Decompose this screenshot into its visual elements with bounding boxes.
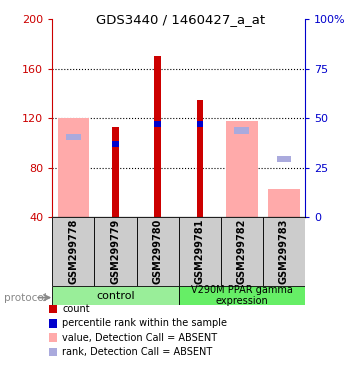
Bar <box>136 217 179 286</box>
Bar <box>112 141 119 147</box>
Text: value, Detection Call = ABSENT: value, Detection Call = ABSENT <box>62 333 217 343</box>
Bar <box>277 156 291 162</box>
Text: GSM299783: GSM299783 <box>279 219 289 284</box>
Bar <box>221 217 263 286</box>
Bar <box>263 217 305 286</box>
Text: GSM299781: GSM299781 <box>195 219 205 284</box>
Text: GDS3440 / 1460427_a_at: GDS3440 / 1460427_a_at <box>96 13 265 26</box>
Text: GSM299780: GSM299780 <box>153 219 163 284</box>
Bar <box>112 127 119 217</box>
Bar <box>179 286 305 305</box>
Text: count: count <box>62 304 90 314</box>
Bar <box>66 134 81 140</box>
Text: control: control <box>96 291 135 301</box>
Bar <box>268 189 300 217</box>
Text: GSM299778: GSM299778 <box>68 219 78 284</box>
Bar <box>58 118 89 217</box>
Bar <box>52 286 179 305</box>
Bar <box>197 121 203 127</box>
Bar <box>95 217 136 286</box>
Bar <box>197 99 203 217</box>
Text: protocol: protocol <box>4 293 46 303</box>
Text: percentile rank within the sample: percentile rank within the sample <box>62 318 227 328</box>
Bar <box>52 217 95 286</box>
Text: GSM299782: GSM299782 <box>237 219 247 284</box>
Bar <box>179 217 221 286</box>
Text: rank, Detection Call = ABSENT: rank, Detection Call = ABSENT <box>62 347 212 357</box>
Bar <box>235 127 249 134</box>
Bar <box>155 121 161 127</box>
Bar <box>155 56 161 217</box>
Text: GSM299779: GSM299779 <box>110 219 121 284</box>
Text: V290M PPAR gamma
expression: V290M PPAR gamma expression <box>191 285 293 306</box>
Bar <box>226 121 258 217</box>
